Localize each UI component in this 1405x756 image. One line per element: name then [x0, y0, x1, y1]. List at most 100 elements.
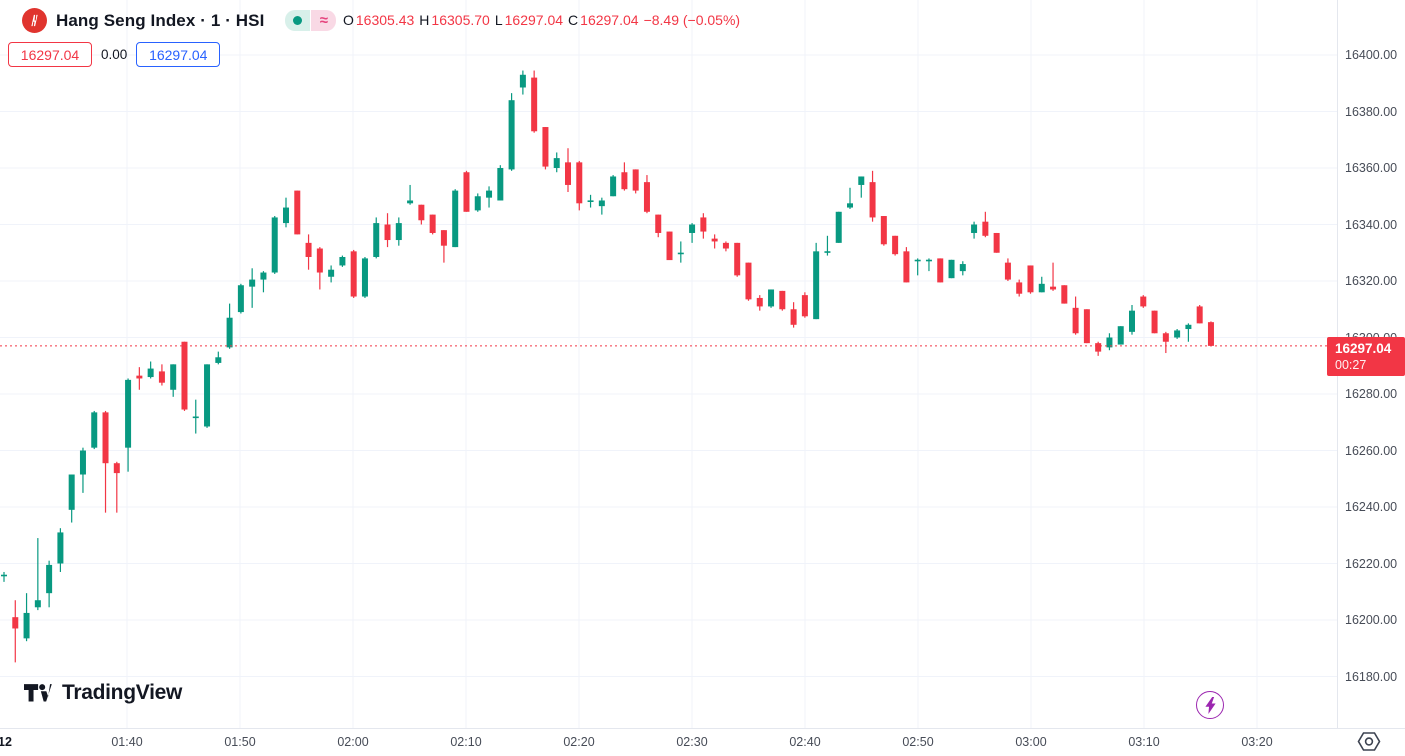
- candle: [914, 258, 921, 276]
- candle: [158, 364, 165, 386]
- candle: [903, 247, 910, 283]
- symbol-header: Hang Seng Index · 1 · HSI ≈: [22, 8, 337, 33]
- time-tick-label: 02:10: [450, 735, 482, 749]
- candle: [948, 259, 955, 279]
- candle: [407, 184, 414, 205]
- candle: [531, 70, 538, 133]
- approx-icon: ≈: [319, 12, 329, 29]
- delayed-data-pill[interactable]: ≈: [311, 10, 337, 31]
- market-open-pill[interactable]: [285, 10, 311, 31]
- candle: [102, 410, 109, 513]
- candle: [722, 241, 729, 252]
- price-axis[interactable]: 16400.00 16380.00 16360.00 16340.00 16320.00…: [1337, 0, 1405, 728]
- tradingview-logo-text: TradingView: [62, 681, 183, 704]
- sell-price-button[interactable]: 16297.04: [8, 42, 92, 67]
- candle: [1129, 305, 1135, 335]
- candle: [350, 249, 357, 298]
- high-value: 16305.70: [431, 12, 490, 28]
- market-status-pills[interactable]: ≈: [285, 10, 337, 31]
- candle: [215, 351, 222, 365]
- bar-countdown: 00:27: [1335, 358, 1367, 372]
- price-tick-label: 16360.00: [1345, 161, 1398, 175]
- candle: [542, 127, 549, 170]
- candle: [46, 560, 53, 608]
- candle: [1140, 295, 1147, 308]
- price-tick-label: 16220.00: [1345, 556, 1398, 571]
- candle: [271, 216, 278, 274]
- candle: [12, 600, 19, 663]
- candle: [858, 176, 865, 198]
- candle: [587, 194, 594, 208]
- price-tick-label: 16180.00: [1345, 669, 1398, 684]
- candle: [993, 232, 1000, 253]
- candle: [519, 70, 526, 95]
- candle: [1027, 265, 1034, 294]
- candle: [1061, 285, 1068, 304]
- time-tick-label: 01:40: [111, 735, 143, 749]
- price-tick-label: 16240.00: [1345, 500, 1398, 514]
- symbol-title[interactable]: Hang Seng Index · 1 · HSI: [56, 10, 265, 30]
- candle: [68, 474, 75, 523]
- low-value: 16297.04: [504, 12, 564, 28]
- candle: [452, 189, 459, 248]
- flash-icon[interactable]: [1196, 691, 1224, 719]
- candle: [508, 93, 515, 171]
- candle: [474, 193, 481, 212]
- candle: [880, 216, 887, 246]
- close-value: 16297.04: [580, 12, 639, 28]
- candle: [576, 160, 583, 211]
- tradingview-logo[interactable]: TradingView: [24, 681, 182, 705]
- candle: [1207, 321, 1214, 346]
- candle: [643, 175, 650, 214]
- candle: [34, 538, 41, 611]
- candle: [1196, 305, 1203, 324]
- candle: [1185, 323, 1192, 342]
- change-value: −8.49 (−0.05%): [643, 12, 741, 28]
- buy-price-button[interactable]: 16297.04: [136, 42, 221, 67]
- candle: [1151, 310, 1158, 334]
- candle: [294, 190, 301, 235]
- candle: [170, 364, 177, 397]
- time-axis[interactable]: 12 01:40 01:50 02:00 02:10 02:20 02:30 02:40 02:…: [0, 728, 1405, 756]
- candle: [869, 170, 876, 222]
- time-tick-label: 02:00: [337, 735, 369, 749]
- candle: [113, 461, 120, 513]
- time-tick-label: 03:20: [1241, 735, 1273, 749]
- candle: [801, 292, 808, 318]
- candle: [1038, 276, 1045, 293]
- candle: [305, 234, 312, 270]
- candle: [226, 303, 233, 349]
- open-value: 16305.43: [355, 12, 415, 28]
- candle: [136, 367, 143, 390]
- candle: [497, 165, 504, 201]
- candle: [440, 230, 447, 263]
- candle: [1083, 309, 1090, 344]
- high-label: H: [419, 12, 430, 28]
- time-tick-label: 02:50: [902, 735, 934, 749]
- candle: [1016, 279, 1023, 297]
- candle: [1072, 296, 1079, 335]
- tradingview-mark-icon: [24, 684, 52, 702]
- candle: [779, 290, 786, 311]
- candle: [892, 235, 899, 256]
- candle: [689, 223, 696, 243]
- ohlc-readout: O 16305.43 H 16305.70 L 16297.04 C 16297…: [343, 12, 740, 28]
- candle: [1004, 258, 1011, 281]
- candle: [666, 231, 673, 261]
- candle: [925, 258, 932, 272]
- candle: [1095, 341, 1102, 356]
- candle: [971, 221, 978, 239]
- candle: [711, 234, 718, 249]
- candle: [847, 187, 853, 209]
- candle: [824, 235, 831, 256]
- candle: [598, 197, 605, 215]
- timezone-settings-icon[interactable]: [1356, 731, 1382, 751]
- price-tick-label: 16320.00: [1345, 274, 1398, 288]
- candle: [429, 214, 436, 235]
- candle: [125, 378, 132, 472]
- candle: [204, 364, 211, 428]
- candle: [418, 204, 425, 225]
- candle: [373, 217, 380, 259]
- low-label: L: [494, 12, 503, 28]
